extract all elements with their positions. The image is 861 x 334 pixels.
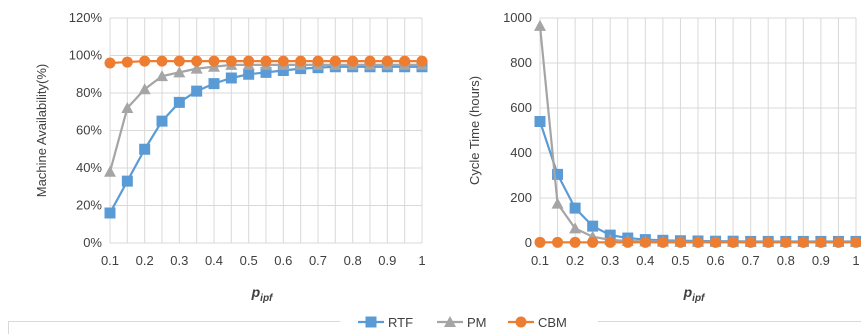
y-tick-label: 20%	[76, 198, 102, 213]
legend-label-cbm: CBM	[538, 315, 567, 330]
data-point-cbm	[313, 56, 324, 67]
y-tick-label: 0%	[83, 235, 102, 250]
data-point-cbm	[157, 56, 168, 67]
legend-label-pm: PM	[467, 315, 487, 330]
data-point-cbm	[261, 56, 272, 67]
data-point-cbm	[105, 58, 116, 69]
data-point-pm	[552, 198, 564, 209]
data-point-cbm	[587, 237, 598, 248]
data-point-cbm	[347, 56, 358, 67]
legend-marker-rtf	[366, 317, 377, 328]
data-point-cbm	[622, 237, 633, 248]
x-tick-label: 0.2	[136, 253, 154, 268]
data-point-cbm	[851, 237, 861, 248]
data-point-cbm	[693, 237, 704, 248]
data-point-cbm	[763, 237, 774, 248]
data-point-pm	[534, 20, 546, 31]
x-axis-label: pipf	[251, 284, 274, 304]
data-point-cbm	[174, 56, 185, 67]
data-point-rtf	[122, 176, 133, 187]
data-point-cbm	[833, 237, 844, 248]
data-point-cbm	[278, 56, 289, 67]
x-tick-label: 0.3	[601, 253, 619, 268]
data-point-rtf	[243, 69, 254, 80]
data-point-rtf	[191, 86, 202, 97]
data-point-cbm	[798, 237, 809, 248]
y-tick-label: 600	[510, 100, 532, 115]
data-point-rtf	[157, 116, 168, 127]
data-point-cbm	[552, 237, 563, 248]
data-point-cbm	[139, 56, 150, 67]
data-point-cbm	[780, 237, 791, 248]
data-point-cbm	[209, 56, 220, 67]
x-tick-label: 0.7	[742, 253, 760, 268]
x-tick-label: 0.5	[240, 253, 258, 268]
x-tick-label: 0.8	[777, 253, 795, 268]
x-tick-label: 1	[418, 253, 425, 268]
data-point-rtf	[587, 221, 598, 232]
x-tick-label: 0.1	[101, 253, 119, 268]
y-tick-label: 400	[510, 145, 532, 160]
legend-label-rtf: RTF	[388, 315, 413, 330]
data-point-cbm	[640, 237, 651, 248]
data-point-cbm	[728, 237, 739, 248]
data-point-rtf	[139, 144, 150, 155]
x-tick-label: 0.5	[671, 253, 689, 268]
y-axis-label: Cycle Time (hours)	[467, 76, 482, 185]
x-tick-label: 0.4	[636, 253, 654, 268]
x-tick-label: 0.9	[378, 253, 396, 268]
data-point-cbm	[365, 56, 376, 67]
y-tick-label: 120%	[69, 10, 103, 25]
data-point-pm	[104, 166, 116, 177]
data-point-cbm	[675, 237, 686, 248]
data-point-cbm	[382, 56, 393, 67]
y-tick-label: 100%	[69, 48, 103, 63]
data-point-rtf	[535, 116, 546, 127]
data-point-cbm	[330, 56, 341, 67]
data-point-cbm	[535, 237, 546, 248]
y-axis-label: Machine Availability(%)	[34, 64, 49, 197]
y-tick-label: 200	[510, 190, 532, 205]
x-tick-label: 1	[852, 253, 859, 268]
data-point-rtf	[226, 73, 237, 84]
y-tick-label: 60%	[76, 123, 102, 138]
y-tick-label: 40%	[76, 160, 102, 175]
data-point-cbm	[226, 56, 237, 67]
y-tick-label: 80%	[76, 85, 102, 100]
data-point-cbm	[657, 237, 668, 248]
y-tick-label: 1000	[503, 10, 532, 25]
x-tick-label: 0.2	[566, 253, 584, 268]
y-tick-label: 0	[525, 235, 532, 250]
data-point-cbm	[122, 57, 133, 68]
x-tick-label: 0.8	[344, 253, 362, 268]
data-point-rtf	[209, 78, 220, 89]
data-point-cbm	[605, 237, 616, 248]
legend-marker-cbm	[516, 317, 527, 328]
x-tick-label: 0.7	[309, 253, 327, 268]
x-tick-label: 0.3	[170, 253, 188, 268]
data-point-rtf	[570, 203, 581, 214]
data-point-cbm	[243, 56, 254, 67]
legend: RTF PM CBM	[8, 315, 861, 334]
x-tick-label: 0.6	[707, 253, 725, 268]
data-point-rtf	[174, 97, 185, 108]
data-point-cbm	[417, 56, 428, 67]
data-point-cbm	[710, 237, 721, 248]
data-point-cbm	[399, 56, 410, 67]
availability-chart: 0% 20% 40% 60% 80% 100% 120% 0.1 0.2 0.3 0.4 0.5 0.6…	[34, 10, 428, 304]
x-tick-label: 0.4	[205, 253, 223, 268]
data-point-cbm	[570, 237, 581, 248]
data-point-rtf	[105, 208, 116, 219]
x-tick-label: 0.1	[531, 253, 549, 268]
data-point-cbm	[295, 56, 306, 67]
x-tick-label: 0.6	[274, 253, 292, 268]
x-axis-label: pipf	[683, 284, 706, 304]
y-tick-label: 800	[510, 55, 532, 70]
data-point-cbm	[191, 56, 202, 67]
x-tick-label: 0.9	[812, 253, 830, 268]
data-point-cbm	[745, 237, 756, 248]
data-point-cbm	[815, 237, 826, 248]
cycle-time-chart: 0 200 400 600 800 1000 0.1 0.2 0.3 0.4 0.5 0.6 0.7 0.…	[467, 10, 861, 304]
